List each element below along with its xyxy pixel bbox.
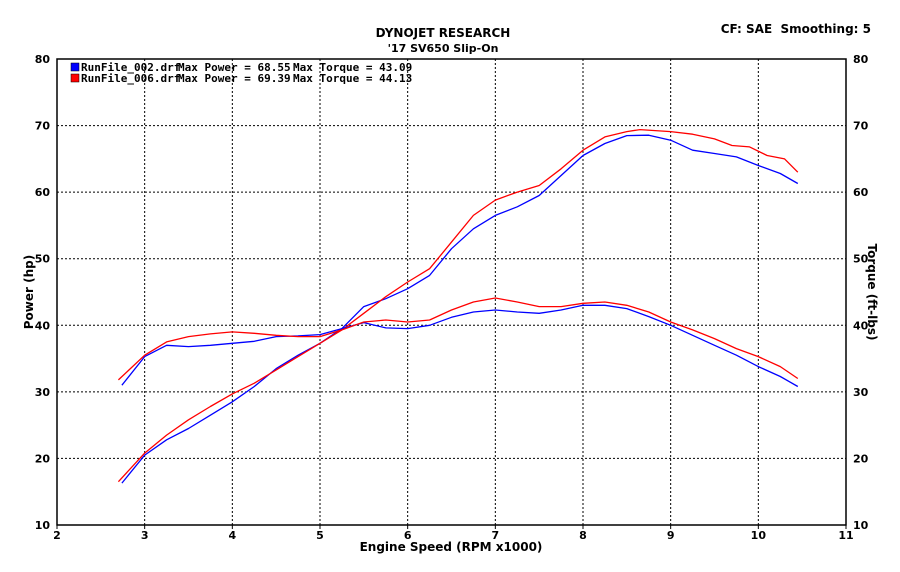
- y-tick-label-right: 80: [853, 53, 869, 66]
- chart-title: DYNOJET RESEARCH: [376, 26, 511, 40]
- legend-file-run-006: RunFile_006.drf: [81, 72, 180, 85]
- x-tick-label: 5: [316, 529, 324, 542]
- y-tick-label-left: 40: [35, 319, 51, 332]
- legend-torque-run-006: Max Torque = 44.13: [293, 72, 412, 85]
- y-tick-label-right: 40: [853, 319, 869, 332]
- correction-settings: CF: SAE Smoothing: 5: [721, 22, 871, 36]
- y-tick-label-right: 20: [853, 452, 869, 465]
- plot-frame: [56, 58, 847, 526]
- x-axis-label: Engine Speed (RPM x1000): [360, 540, 543, 554]
- legend-swatch-run-002: [70, 62, 80, 72]
- y-tick-label-left: 60: [35, 186, 51, 199]
- x-tick-label: 4: [229, 529, 237, 542]
- series-lines: [117, 128, 799, 484]
- y-tick-labels-right: 10 20 30 40 50 60 70 80: [853, 53, 869, 532]
- y-axis-label-left: Power (hp): [22, 255, 36, 329]
- y-tick-labels-left: 10 20 30 40 50 60 70 80: [35, 53, 51, 532]
- x-tick-label: 3: [141, 529, 149, 542]
- series-runfile-006-drf-torque: [117, 297, 799, 381]
- legend-power-run-002: Max Power = 68.55: [178, 61, 291, 74]
- y-tick-label-left: 80: [35, 53, 51, 66]
- legend-swatch-run-006: [70, 73, 80, 83]
- y-tick-label-left: 20: [35, 452, 51, 465]
- legend-power-run-006: Max Power = 69.39: [178, 72, 291, 85]
- legend-torque-run-002: Max Torque = 43.09: [293, 61, 412, 74]
- x-tick-label: 8: [579, 529, 587, 542]
- y-tick-label-right: 10: [853, 519, 869, 532]
- series-runfile-002-drf-power: [121, 134, 799, 484]
- x-tick-label: 7: [492, 529, 500, 542]
- legend-file-run-002: RunFile_002.drf: [81, 61, 180, 74]
- grid: [57, 59, 846, 525]
- x-tick-label: 9: [667, 529, 675, 542]
- x-tick-label: 10: [751, 529, 767, 542]
- y-tick-label-left: 10: [35, 519, 51, 532]
- y-tick-label-left: 70: [35, 120, 51, 133]
- y-tick-label-right: 30: [853, 386, 869, 399]
- x-tick-label: 11: [838, 529, 853, 542]
- y-tick-label-left: 30: [35, 386, 51, 399]
- x-tick-label: 6: [404, 529, 412, 542]
- y-tick-label-left: 50: [35, 253, 51, 266]
- y-tick-label-right: 70: [853, 120, 869, 133]
- y-tick-label-right: 60: [853, 186, 869, 199]
- chart-subtitle: '17 SV650 Slip-On: [388, 42, 499, 55]
- series-runfile-006-drf-power: [117, 128, 799, 483]
- legend: RunFile_002.drf Max Power = 68.55 Max To…: [70, 61, 412, 85]
- x-tick-labels: 2 3 4 5 6 7 8 9 10 11: [53, 525, 854, 542]
- x-tick-label: 2: [53, 529, 61, 542]
- y-axis-label-right: Torque (ft-lbs): [865, 244, 879, 341]
- series-runfile-002-drf-torque: [121, 304, 799, 388]
- y-tick-label-right: 50: [853, 253, 869, 266]
